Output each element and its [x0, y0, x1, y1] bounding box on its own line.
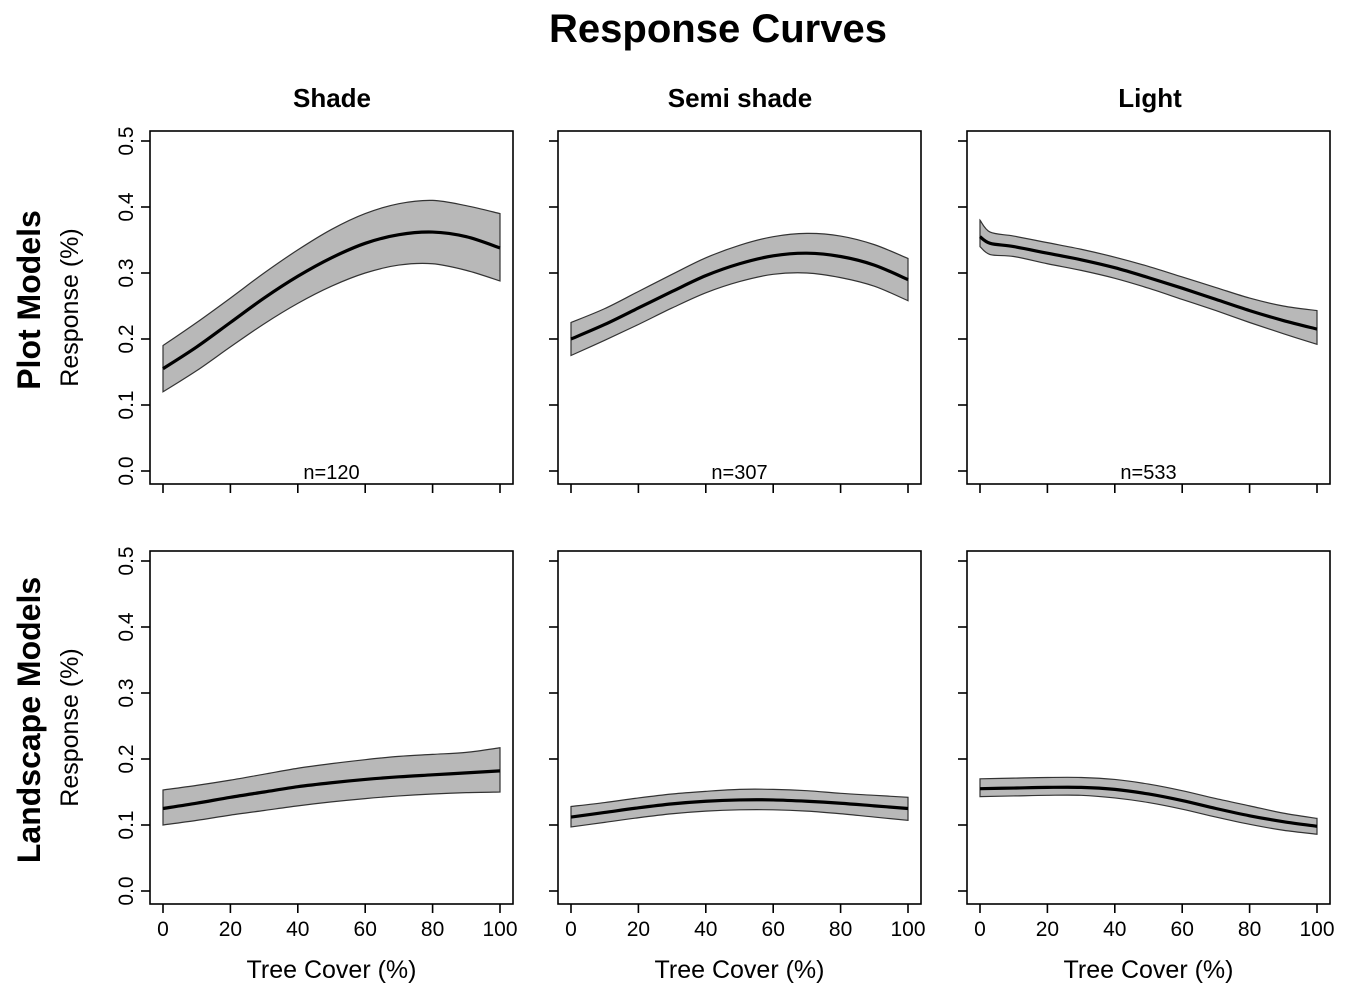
landscape-models-light-panel: 0 20 40 60 80 100 Tree Cover (%) — [958, 550, 1335, 984]
column-title-light: Light — [1118, 83, 1182, 113]
landscape-models-light-xtick-label-20: 20 — [1036, 918, 1059, 941]
plot-models-shade-mean-line — [162, 230, 501, 371]
plot-models-shade-ytick-label-2: 0.2 — [115, 324, 138, 353]
landscape-models-shade-panel: 0 20 40 60 80 100 0.0 0.1 0.2 0.3 0.4 0.5 Response (… — [56, 546, 518, 984]
plot-models-shade-ytick-label-1: 0.1 — [115, 390, 138, 419]
plot-models-light-frame — [966, 130, 1331, 485]
column-title-semi-shade: Semi shade — [668, 83, 813, 113]
plot-models-shade-ytick-label-3: 0.3 — [115, 258, 138, 287]
landscape-models-semi-shade-frame — [557, 550, 922, 905]
plot-models-shade-ytick-label-4: 0.4 — [115, 192, 138, 222]
plot-models-shade-ytick-label-5: 0.5 — [115, 126, 138, 155]
landscape-models-shade-ytick-label-0: 0.0 — [115, 876, 138, 905]
landscape-models-semi-shade-panel: 0 20 40 60 80 100 Tree Cover (%) — [549, 550, 926, 984]
plot-models-semi-shade-panel: n=307 — [549, 130, 922, 493]
plot-models-shade-sample-size: n=120 — [303, 462, 359, 484]
landscape-models-shade-xtick-label-0: 0 — [157, 918, 169, 941]
landscape-models-shade-xtick-label-100: 100 — [482, 918, 517, 941]
plot-models-shade-confidence-band — [162, 199, 501, 393]
landscape-models-shade-ytick-label-3: 0.3 — [115, 678, 138, 707]
landscape-models-light-xlabel: Tree Cover (%) — [1064, 956, 1234, 984]
landscape-models-light-confidence-band — [979, 776, 1318, 835]
plot-models-shade-ylabel: Response (%) — [56, 228, 84, 386]
landscape-models-semi-shade-xtick-label-20: 20 — [627, 918, 650, 941]
plot-models-semi-shade-frame — [557, 130, 922, 485]
landscape-models-shade-ylabel: Response (%) — [56, 648, 84, 806]
plot-models-shade-ytick-label-0: 0.0 — [115, 456, 138, 485]
landscape-models-light-frame — [966, 550, 1331, 905]
plot-models-semi-shade-confidence-band — [570, 232, 909, 357]
landscape-models-light-xtick-label-80: 80 — [1238, 918, 1261, 941]
landscape-models-semi-shade-xtick-label-60: 60 — [762, 918, 785, 941]
landscape-models-light-xtick-label-0: 0 — [974, 918, 986, 941]
landscape-models-shade-ytick-label-1: 0.1 — [115, 810, 138, 839]
plot-models-shade-frame — [149, 130, 514, 485]
landscape-models-light-xtick-label-100: 100 — [1299, 918, 1334, 941]
landscape-models-semi-shade-confidence-band — [570, 788, 909, 828]
landscape-models-shade-frame — [149, 550, 514, 905]
plot-models-semi-shade-mean-line — [570, 251, 909, 341]
plot-models-light-confidence-band — [979, 218, 1318, 346]
landscape-models-shade-ytick-label-2: 0.2 — [115, 744, 138, 773]
landscape-models-shade-xtick-label-60: 60 — [354, 918, 377, 941]
landscape-models-shade-xtick-label-40: 40 — [286, 918, 309, 941]
plot-models-light-mean-line — [979, 235, 1318, 331]
plot-models-shade-panel: 0.0 0.1 0.2 0.3 0.4 0.5 Response (%) n=120 — [56, 126, 514, 493]
panels-group: 0.0 0.1 0.2 0.3 0.4 0.5 Response (%) n=120 n=307… — [56, 126, 1335, 984]
landscape-models-semi-shade-xtick-label-80: 80 — [829, 918, 852, 941]
plot-models-light-panel: n=533 — [958, 130, 1331, 493]
landscape-models-shade-xtick-label-20: 20 — [219, 918, 242, 941]
row-title-landscape-models: Landscape Models — [11, 577, 47, 863]
landscape-models-shade-xtick-label-80: 80 — [421, 918, 444, 941]
landscape-models-shade-ytick-label-4: 0.4 — [115, 612, 138, 642]
landscape-models-shade-mean-line — [162, 769, 501, 811]
plot-models-light-sample-size: n=533 — [1120, 462, 1176, 484]
plot-models-semi-shade-sample-size: n=307 — [711, 462, 767, 484]
landscape-models-semi-shade-xtick-label-100: 100 — [890, 918, 925, 941]
landscape-models-shade-ytick-label-5: 0.5 — [115, 546, 138, 575]
landscape-models-shade-xlabel: Tree Cover (%) — [247, 956, 417, 984]
landscape-models-light-mean-line — [979, 785, 1318, 828]
landscape-models-semi-shade-xtick-label-40: 40 — [694, 918, 717, 941]
landscape-models-light-xtick-label-40: 40 — [1103, 918, 1126, 941]
landscape-models-light-xtick-label-60: 60 — [1171, 918, 1194, 941]
landscape-models-shade-confidence-band — [162, 747, 501, 826]
column-title-shade: Shade — [293, 83, 371, 113]
figure-title: Response Curves — [549, 7, 887, 51]
landscape-models-semi-shade-xtick-label-0: 0 — [565, 918, 577, 941]
row-title-plot-models: Plot Models — [11, 210, 47, 390]
landscape-models-semi-shade-mean-line — [570, 798, 909, 819]
landscape-models-semi-shade-xlabel: Tree Cover (%) — [655, 956, 825, 984]
